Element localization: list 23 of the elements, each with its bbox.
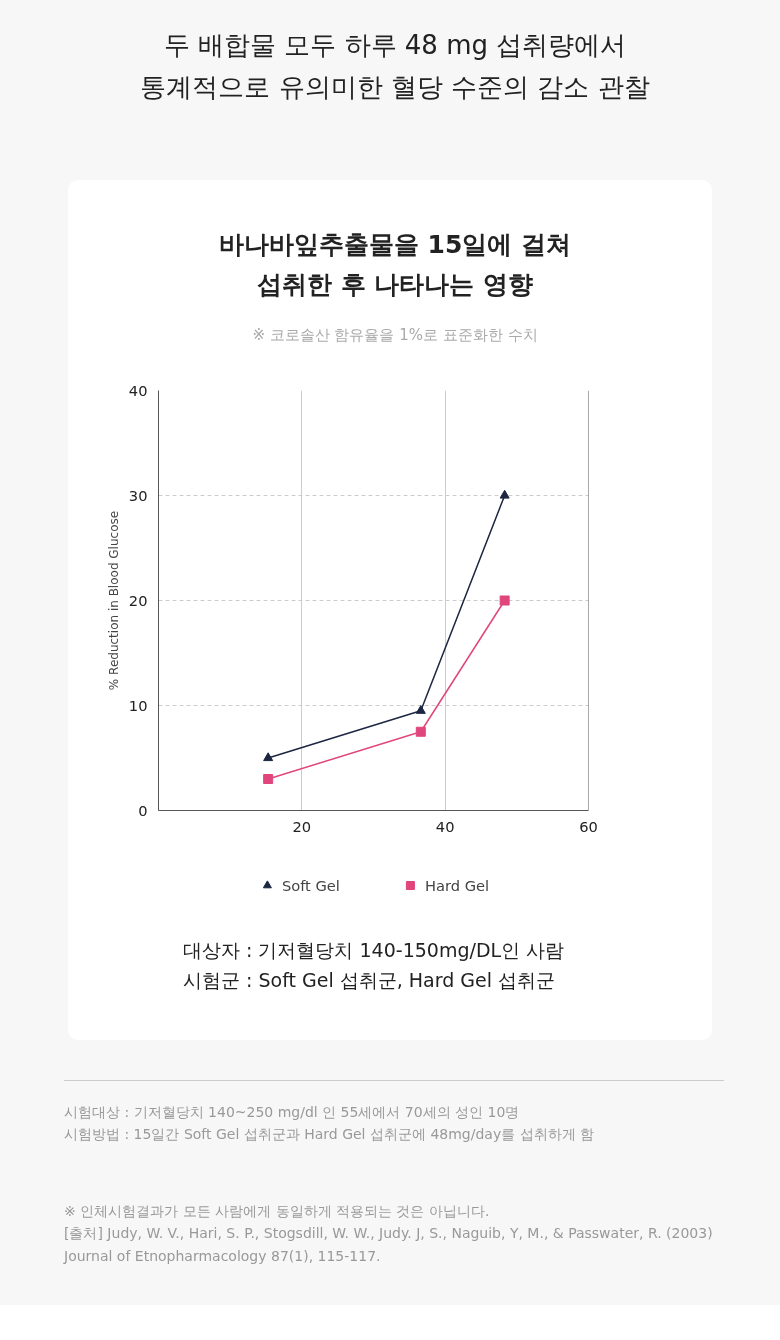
y-axis-title: % Reduction in Blood Glucose <box>106 510 121 691</box>
text: 대상자 : 기저혈당치 140-150mg/DL인 사람 시험군 : Soft Gel 섭취군, Hard Gel 섭취군 <box>183 938 565 994</box>
point <box>415 705 426 714</box>
x-tick-label: 20 <box>292 817 312 835</box>
legend-label: Hard Gel <box>424 876 490 894</box>
chart-title: 두 배합물 모두 하루 48 mg 섭취량에서 통계적으로 유의미한 혈당 수준의 감소 관찰 <box>140 29 650 104</box>
x-tick-label: 40 <box>435 817 455 835</box>
point <box>499 489 510 499</box>
legend-label: Soft Gel <box>281 876 340 894</box>
y-tick-label: 0 <box>138 801 148 819</box>
chart-subtitle: 바나바잎추출물을 15일에 걸쳐 섭취한 후 나타나는 영향 <box>218 229 572 301</box>
text: ※ 인체시험결과가 모든 사람에게 동일하게 적용되는 것은 아닙니다. [출처] Judy, W. V., Hari, S. P., Stogsdill, W. W., Judy. J, S., Naguib, Y, M., & Passwater, R. (2003) Journal of Etnopharmacology 87(1), 115-117. <box>64 1202 714 1266</box>
point <box>263 752 274 762</box>
y-tick-label: 20 <box>128 591 148 609</box>
point <box>499 595 510 606</box>
point <box>263 774 274 784</box>
text: 시험대상 : 기저혈당치 140~250 mg/dl 인 55세에서 70세의 성인 10명 시험방법 : 15일간 Soft Gel 섭취군과 Hard Gel 섭취군에 48mg/day를 섭취하게 함 <box>64 1103 595 1145</box>
y-tick-label: 30 <box>128 486 148 504</box>
x-tick-label: 60 <box>579 817 598 835</box>
y-tick-label: 40 <box>128 381 148 399</box>
point <box>415 726 426 737</box>
y-tick-label: 10 <box>128 696 148 714</box>
text: ※ 코로솔산 함유율을 1%로 표준화한 수치 <box>252 325 538 346</box>
